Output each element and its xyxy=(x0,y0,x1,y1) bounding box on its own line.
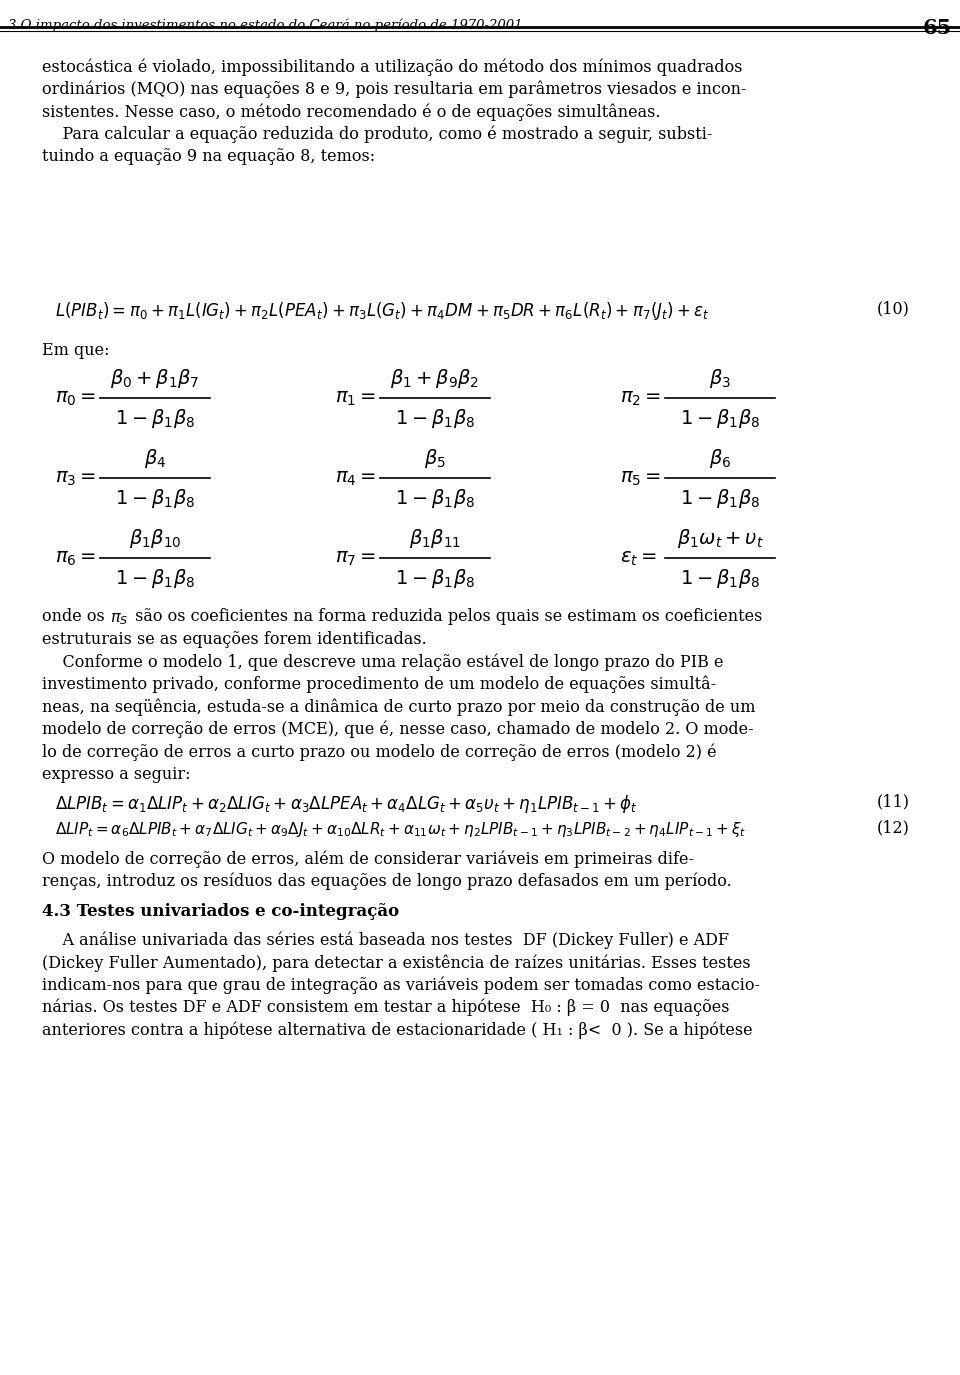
Text: $1 - \beta_1\beta_8$: $1 - \beta_1\beta_8$ xyxy=(395,566,475,590)
Text: $1 - \beta_1\beta_8$: $1 - \beta_1\beta_8$ xyxy=(395,487,475,510)
Text: (12): (12) xyxy=(877,820,910,836)
Text: $\pi_7 =$: $\pi_7 =$ xyxy=(335,549,376,568)
Text: $\pi_6 =$: $\pi_6 =$ xyxy=(55,549,96,568)
Text: $1 - \beta_1\beta_8$: $1 - \beta_1\beta_8$ xyxy=(115,487,195,510)
Text: $\pi_4 =$: $\pi_4 =$ xyxy=(335,469,376,488)
Text: A análise univariada das séries está baseada nos testes  DF (Dickey Fuller) e AD: A análise univariada das séries está bas… xyxy=(42,931,729,949)
Text: expresso a seguir:: expresso a seguir: xyxy=(42,766,190,782)
Text: $1 - \beta_1\beta_8$: $1 - \beta_1\beta_8$ xyxy=(395,407,475,429)
Text: $\beta_1\beta_{11}$: $\beta_1\beta_{11}$ xyxy=(409,527,461,550)
Text: renças, introduz os resíduos das equações de longo prazo defasados em um período: renças, introduz os resíduos das equaçõe… xyxy=(42,873,732,890)
Text: são os coeficientes na forma reduzida pelos quais se estimam os coeficientes: são os coeficientes na forma reduzida pe… xyxy=(130,608,762,626)
Text: $L(PIB_t) = \pi_0 + \pi_1 L(IG_t) + \pi_2 L(PEA_t) + \pi_3 L(G_t) + \pi_4 DM + \: $L(PIB_t) = \pi_0 + \pi_1 L(IG_t) + \pi_… xyxy=(55,300,709,322)
Text: $1 - \beta_1\beta_8$: $1 - \beta_1\beta_8$ xyxy=(680,566,760,590)
Text: $1 - \beta_1\beta_8$: $1 - \beta_1\beta_8$ xyxy=(115,566,195,590)
Text: 4.3 Testes univariados e co-integração: 4.3 Testes univariados e co-integração xyxy=(42,903,399,920)
Text: $1 - \beta_1\beta_8$: $1 - \beta_1\beta_8$ xyxy=(680,487,760,510)
Text: $\Delta LPIB_t = \alpha_1 \Delta LIP_t + \alpha_2 \Delta LIG_t + \alpha_3 \Delta: $\Delta LPIB_t = \alpha_1 \Delta LIP_t +… xyxy=(55,793,637,815)
Text: $\varepsilon_t =$: $\varepsilon_t =$ xyxy=(620,549,657,568)
Text: $\pi_5 =$: $\pi_5 =$ xyxy=(620,469,661,488)
Text: $\beta_3$: $\beta_3$ xyxy=(709,367,731,389)
Text: $1 - \beta_1\beta_8$: $1 - \beta_1\beta_8$ xyxy=(115,407,195,429)
Text: estocástica é violado, impossibilitando a utilização do método dos mínimos quadr: estocástica é violado, impossibilitando … xyxy=(42,58,742,76)
Text: lo de correção de erros a curto prazo ou modelo de correção de erros (modelo 2) : lo de correção de erros a curto prazo ou… xyxy=(42,742,716,760)
Text: nárias. Os testes DF e ADF consistem em testar a hipótese  H₀ : β = 0  nas equaç: nárias. Os testes DF e ADF consistem em … xyxy=(42,1000,730,1016)
Text: $\Delta LIP_t = \alpha_6 \Delta LPIB_t + \alpha_7 \Delta LIG_t + \alpha_9 \Delta: $\Delta LIP_t = \alpha_6 \Delta LPIB_t +… xyxy=(55,820,746,839)
Text: $\beta_6$: $\beta_6$ xyxy=(708,447,732,469)
Text: (Dickey Fuller Aumentado), para detectar a existência de raízes unitárias. Esses: (Dickey Fuller Aumentado), para detectar… xyxy=(42,954,751,972)
Text: $\beta_0 + \beta_1\beta_7$: $\beta_0 + \beta_1\beta_7$ xyxy=(110,367,200,389)
Text: investimento privado, conforme procedimento de um modelo de equações simultâ-: investimento privado, conforme procedime… xyxy=(42,675,716,693)
Text: $\beta_1 + \beta_9\beta_2$: $\beta_1 + \beta_9\beta_2$ xyxy=(391,367,479,389)
Text: ordinários (MQO) nas equações 8 e 9, pois resultaria em parâmetros viesados e in: ordinários (MQO) nas equações 8 e 9, poi… xyxy=(42,81,747,98)
Text: $\pi_S$: $\pi_S$ xyxy=(110,612,129,627)
Text: 65: 65 xyxy=(923,18,952,38)
Text: (11): (11) xyxy=(877,793,910,810)
Text: sistentes. Nesse caso, o método recomendado é o de equações simultâneas.: sistentes. Nesse caso, o método recomend… xyxy=(42,103,660,121)
Text: $\pi_1 =$: $\pi_1 =$ xyxy=(335,389,376,407)
Text: $1 - \beta_1\beta_8$: $1 - \beta_1\beta_8$ xyxy=(680,407,760,429)
Text: $\pi_2 =$: $\pi_2 =$ xyxy=(620,389,661,407)
Text: $\pi_0 =$: $\pi_0 =$ xyxy=(55,389,96,407)
Text: $\pi_3 =$: $\pi_3 =$ xyxy=(55,469,96,488)
Text: Em que:: Em que: xyxy=(42,342,109,359)
Text: (10): (10) xyxy=(877,300,910,318)
Text: onde os: onde os xyxy=(42,608,109,626)
Text: tuindo a equação 9 na equação 8, temos:: tuindo a equação 9 na equação 8, temos: xyxy=(42,148,375,165)
Text: O modelo de correção de erros, além de considerar variáveis em primeiras dife-: O modelo de correção de erros, além de c… xyxy=(42,850,694,868)
Text: indicam-nos para que grau de integração as variáveis podem ser tomadas como esta: indicam-nos para que grau de integração … xyxy=(42,976,760,994)
Text: 3 O impacto dos investimentos no estado do Ceará no período de 1970-2001: 3 O impacto dos investimentos no estado … xyxy=(8,18,522,32)
Text: neas, na seqüência, estuda-se a dinâmica de curto prazo por meio da construção d: neas, na seqüência, estuda-se a dinâmica… xyxy=(42,698,756,715)
Text: anteriores contra a hipótese alternativa de estacionaridade ( H₁ : β<  0 ). Se a: anteriores contra a hipótese alternativa… xyxy=(42,1022,753,1040)
Text: Para calcular a equação reduzida do produto, como é mostrado a seguir, substi-: Para calcular a equação reduzida do prod… xyxy=(42,125,712,143)
Text: Conforme o modelo 1, que descreve uma relação estável de longo prazo do PIB e: Conforme o modelo 1, que descreve uma re… xyxy=(42,653,724,671)
Text: $\beta_1\beta_{10}$: $\beta_1\beta_{10}$ xyxy=(129,527,181,550)
Text: $\beta_4$: $\beta_4$ xyxy=(144,447,166,469)
Text: $\beta_5$: $\beta_5$ xyxy=(424,447,446,469)
Text: estruturais se as equações forem identificadas.: estruturais se as equações forem identif… xyxy=(42,631,427,648)
Text: $\beta_1\omega_t + \upsilon_t$: $\beta_1\omega_t + \upsilon_t$ xyxy=(677,527,763,550)
Text: modelo de correção de erros (MCE), que é, nesse caso, chamado de modelo 2. O mod: modelo de correção de erros (MCE), que é… xyxy=(42,720,754,738)
